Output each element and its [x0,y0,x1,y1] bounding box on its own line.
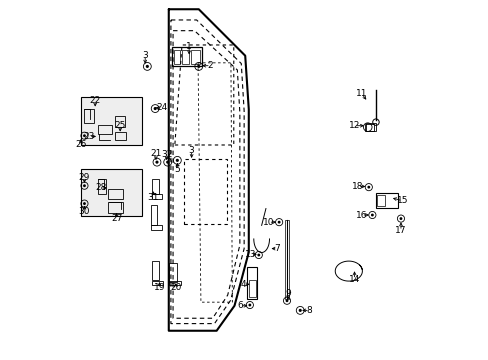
Bar [151,205,157,225]
Text: 16: 16 [355,211,366,220]
Text: 4: 4 [241,280,246,289]
Bar [115,116,125,127]
Text: 26: 26 [75,140,86,149]
Text: 7: 7 [274,244,280,253]
Circle shape [166,161,169,164]
Circle shape [366,186,369,189]
Text: 19: 19 [153,283,165,292]
Circle shape [298,309,301,312]
Bar [181,50,189,64]
Circle shape [248,303,251,306]
Text: 8: 8 [306,306,312,315]
Text: 2: 2 [207,61,213,70]
Text: 9: 9 [285,289,290,298]
Text: 3: 3 [142,51,148,60]
Circle shape [83,134,86,137]
Bar [247,267,257,298]
Text: 27: 27 [111,214,122,223]
Circle shape [277,221,280,224]
Bar [84,109,94,123]
Bar [377,195,385,206]
Bar [98,179,106,194]
Bar [169,263,176,282]
Text: 31: 31 [147,193,159,202]
Bar [190,50,200,64]
Text: 23: 23 [83,132,95,141]
Bar [285,220,288,298]
Bar [169,281,181,285]
Bar [172,47,201,66]
Bar [151,225,162,230]
Bar [81,168,142,216]
Bar [115,132,125,140]
Text: 18: 18 [352,182,363,191]
Circle shape [155,161,158,164]
Bar [365,124,373,131]
Text: 6: 6 [237,301,243,310]
Text: 11: 11 [355,89,366,98]
Bar [365,123,375,131]
Circle shape [285,299,288,302]
Text: 10: 10 [263,218,274,227]
Text: 30: 30 [79,207,90,216]
Text: 13: 13 [244,250,256,259]
Bar [173,50,180,64]
Bar [152,194,162,199]
Circle shape [197,65,200,68]
Bar [152,281,163,285]
Text: 1: 1 [186,41,192,50]
Text: 24: 24 [156,103,167,112]
Circle shape [83,202,86,205]
Text: 14: 14 [348,275,360,284]
Bar [108,189,123,199]
Text: 25: 25 [114,121,125,130]
Circle shape [153,107,157,110]
Text: 22: 22 [89,96,101,105]
Text: 28: 28 [95,183,106,192]
Text: 20: 20 [170,283,181,292]
Bar [98,125,111,134]
Text: 32: 32 [161,150,172,159]
Bar [81,97,142,145]
Text: 17: 17 [394,226,406,235]
Bar [152,261,159,280]
Circle shape [257,253,260,256]
Circle shape [145,65,149,68]
Bar [108,202,123,213]
Circle shape [370,213,373,216]
Circle shape [83,184,86,187]
Text: 3: 3 [188,146,194,155]
Circle shape [399,217,402,220]
Bar [152,179,159,194]
Text: 5: 5 [174,166,180,175]
Text: 29: 29 [79,173,90,182]
Text: 15: 15 [396,196,407,205]
Bar [248,280,255,297]
Bar [375,193,397,208]
Circle shape [175,159,179,162]
Text: 12: 12 [348,121,360,130]
Text: 21: 21 [150,149,161,158]
